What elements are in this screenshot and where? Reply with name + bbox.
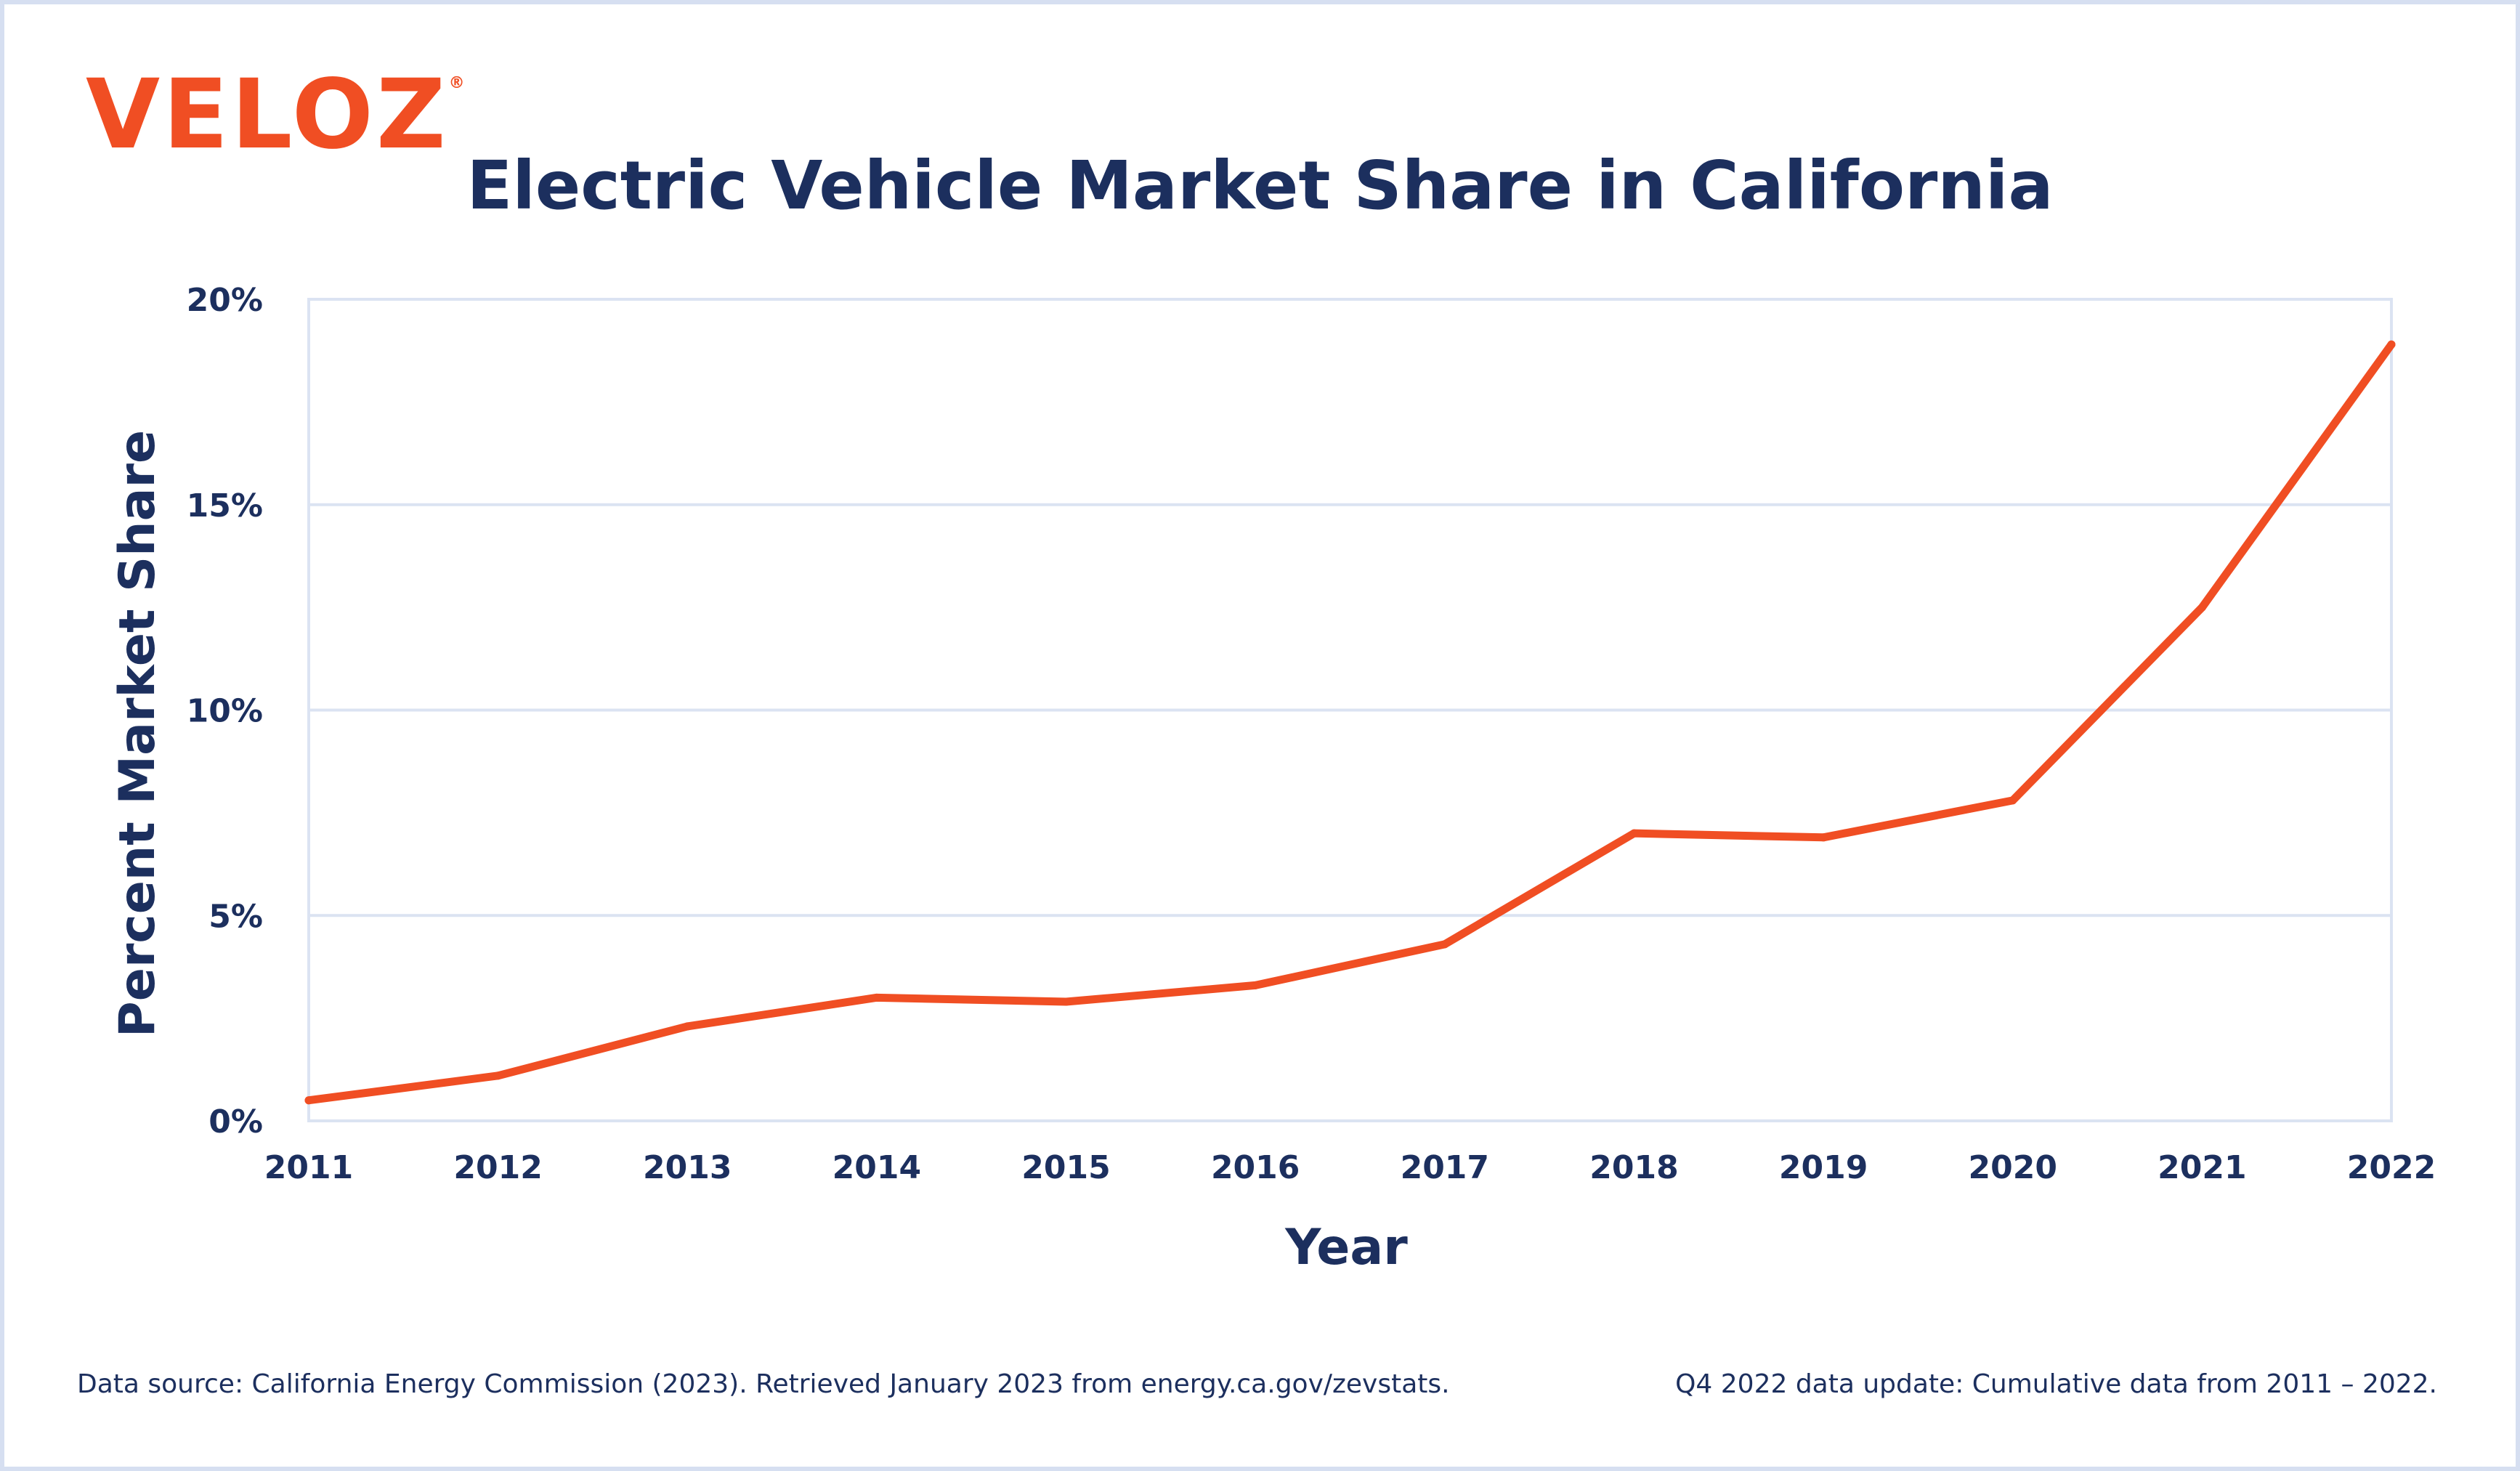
x-tick-label: 2014: [832, 1149, 921, 1186]
x-axis-title: Year: [1284, 1219, 1408, 1276]
y-axis-title: Percent Market Share: [109, 430, 166, 1037]
x-tick-label: 2017: [1401, 1149, 1489, 1186]
x-tick-label: 2020: [1968, 1149, 2057, 1186]
x-tick-label: 2021: [2158, 1149, 2246, 1186]
data-point: [1251, 981, 1260, 989]
x-tick-label: 2015: [1021, 1149, 1110, 1186]
veloz-logo: VELOZ®: [86, 67, 465, 163]
data-point: [1629, 829, 1638, 838]
logo-text: VELOZ: [86, 59, 449, 171]
data-point: [2387, 340, 2396, 349]
x-tick-label: 2012: [453, 1149, 542, 1186]
chart-title: Electric Vehicle Market Share in Califor…: [466, 147, 2054, 224]
data-point: [872, 993, 881, 1002]
series-line: [304, 340, 2396, 1105]
y-tick-label: 5%: [208, 898, 263, 935]
data-point: [683, 1022, 692, 1031]
data-point: [1819, 833, 1828, 842]
x-tick-label: 2011: [264, 1149, 353, 1186]
x-tick-label: 2013: [643, 1149, 732, 1186]
data-point: [1441, 940, 1449, 949]
registered-mark: ®: [448, 74, 465, 92]
y-tick-label: 0%: [208, 1103, 263, 1140]
data-point: [2197, 603, 2206, 612]
x-tick-label: 2019: [1779, 1149, 1868, 1186]
data-point: [1062, 997, 1071, 1006]
data-point: [304, 1096, 313, 1105]
x-tick-label: 2018: [1589, 1149, 1678, 1186]
x-tick-label: 2016: [1211, 1149, 1300, 1186]
x-tick-label: 2022: [2347, 1149, 2436, 1186]
data-point: [494, 1071, 503, 1080]
data-update-note: Q4 2022 data update: Cumulative data fro…: [1675, 1369, 2437, 1399]
y-tick-label: 10%: [187, 693, 263, 730]
data-point: [2009, 796, 2017, 805]
y-tick-label: 20%: [187, 282, 263, 319]
y-tick-label: 15%: [187, 487, 263, 524]
data-source-note: Data source: California Energy Commissio…: [77, 1369, 1450, 1399]
